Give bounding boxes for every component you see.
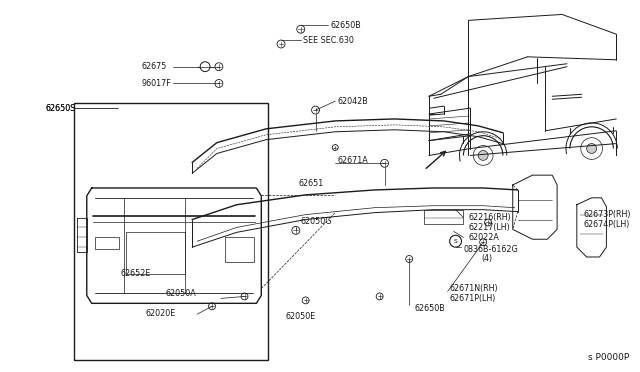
Text: 62042B: 62042B [337, 97, 368, 106]
Text: 62671A: 62671A [337, 156, 368, 165]
Bar [74, 103, 268, 360]
Text: 62650S: 62650S [45, 104, 76, 113]
Text: 96017F: 96017F [142, 79, 172, 88]
Text: 62022A: 62022A [468, 233, 499, 242]
Text: 62650B: 62650B [414, 304, 445, 313]
Text: 62671N(RH): 62671N(RH) [450, 284, 499, 293]
Text: 62050A: 62050A [166, 289, 196, 298]
Text: SEE SEC.630: SEE SEC.630 [303, 36, 353, 45]
Text: 62652E: 62652E [120, 269, 150, 278]
Text: 62671P(LH): 62671P(LH) [450, 294, 496, 303]
Bar [225, 237, 254, 262]
Text: 62050E: 62050E [286, 312, 316, 321]
Text: 0836B-6162G: 0836B-6162G [463, 245, 518, 254]
Circle shape [587, 144, 596, 154]
Text: 62217(LH): 62217(LH) [468, 223, 510, 232]
Bar [95, 237, 119, 249]
Text: 62650B: 62650B [330, 21, 361, 30]
Text: 62020E: 62020E [146, 309, 176, 318]
Text: S: S [454, 239, 458, 244]
Text: 62651: 62651 [299, 179, 324, 187]
Text: s P0000P: s P0000P [588, 353, 629, 362]
Circle shape [478, 151, 488, 160]
Text: 62050G: 62050G [301, 217, 332, 226]
Text: 62675: 62675 [142, 62, 168, 71]
Text: 62673P(RH): 62673P(RH) [584, 210, 631, 219]
Bar [424, 210, 463, 224]
Text: 62674P(LH): 62674P(LH) [584, 220, 630, 229]
Bar [126, 232, 186, 274]
Text: 62216(RH): 62216(RH) [468, 213, 511, 222]
Text: (4): (4) [481, 254, 492, 263]
Text: 62650S: 62650S [45, 104, 76, 113]
